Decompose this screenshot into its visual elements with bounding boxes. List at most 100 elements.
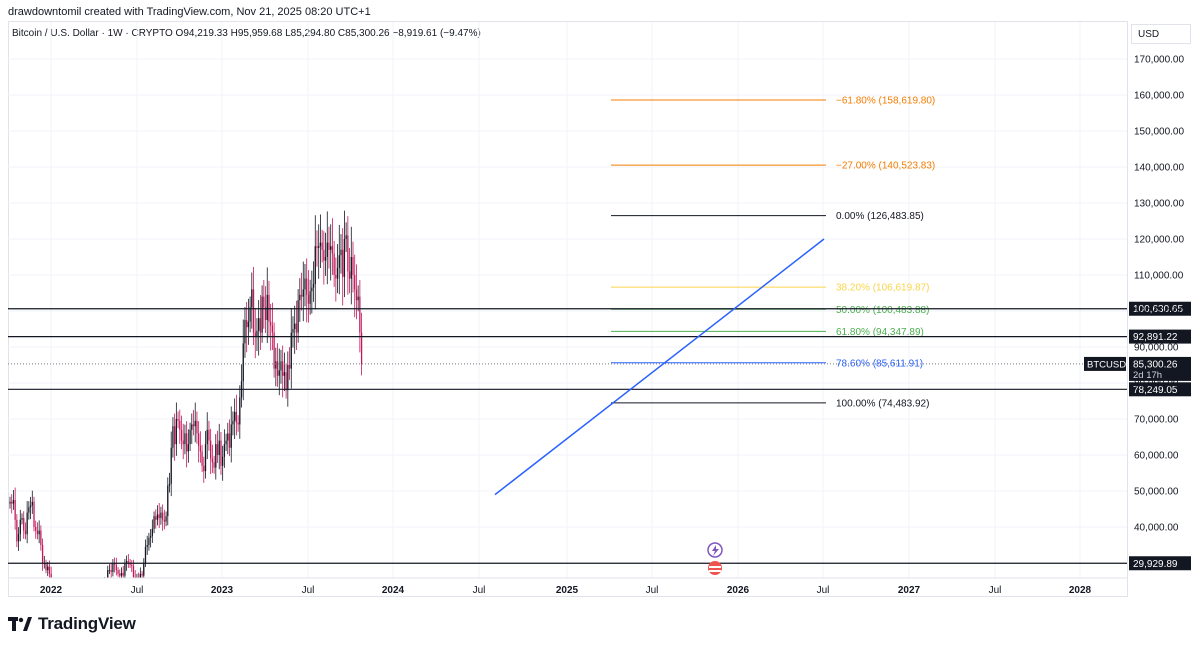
candle-body <box>143 563 145 576</box>
level-price-tag <box>1129 329 1191 344</box>
candle-body <box>63 594 64 599</box>
support-trendline[interactable] <box>494 238 825 496</box>
candle-body <box>247 321 250 328</box>
candle-body <box>40 530 42 545</box>
candle-body <box>222 456 224 466</box>
candle-body <box>357 296 359 301</box>
candle-body <box>350 257 352 279</box>
level-price-tag <box>1129 382 1191 397</box>
candle-body <box>45 563 47 571</box>
price-axis-label: 150,000.00 <box>1134 127 1184 138</box>
horizontal-levels: 100,630.65 92,891.22 78,249.05 29,929.89 BTC… <box>8 301 1191 571</box>
candle-body <box>179 420 181 430</box>
candle-body <box>242 343 244 382</box>
candle-body <box>343 239 346 277</box>
candle-body <box>48 566 51 574</box>
candle-body <box>273 332 275 369</box>
level-price-tag-label: 29,929.89 <box>1133 559 1178 570</box>
candle-body <box>347 235 349 272</box>
candle-body <box>124 563 126 576</box>
candle-body <box>175 419 178 445</box>
fib-level-label: 61.80% (94,347.89) <box>836 327 924 338</box>
candle-body <box>66 599 67 600</box>
candle-body <box>187 444 190 452</box>
candle-body <box>127 561 129 563</box>
candle-body <box>203 465 205 472</box>
candle-body <box>105 591 106 593</box>
candle-body <box>76 597 77 601</box>
candle-body <box>287 365 289 391</box>
candle-body <box>223 444 226 457</box>
candle-body <box>23 518 25 531</box>
fib-level-label: 50.00% (100,483.88) <box>836 305 929 316</box>
symbol-tag <box>1084 356 1126 371</box>
candle-body <box>278 370 280 376</box>
candle-body <box>232 420 234 425</box>
candle-body <box>125 561 128 563</box>
symbol-ohlc-legend[interactable]: Bitcoin / U.S. Dollar · 1W · CRYPTO O94,… <box>12 28 481 39</box>
candle-body <box>80 595 81 610</box>
candle-body <box>120 573 123 576</box>
candle-body <box>54 597 55 602</box>
time-axis-label: Jul <box>302 585 315 596</box>
candle-body <box>151 528 153 536</box>
candle-body <box>244 320 246 344</box>
candle-body <box>328 242 330 250</box>
candle-body <box>93 611 94 612</box>
candle-body <box>252 289 255 333</box>
time-axis-label: 2026 <box>727 585 750 596</box>
candle-body <box>29 505 32 508</box>
candle-body <box>235 411 238 423</box>
candle-body <box>290 332 292 369</box>
candle-body <box>9 501 11 504</box>
candle-body <box>259 318 262 333</box>
candle-body <box>64 599 65 600</box>
candle-body <box>234 411 236 421</box>
candle-body <box>177 419 179 421</box>
grid <box>8 22 1127 578</box>
candle-body <box>254 332 256 337</box>
candle-body <box>161 512 164 520</box>
candle-body <box>276 361 279 376</box>
candle-body <box>263 296 265 308</box>
candle-body <box>336 267 339 279</box>
candle-body <box>52 597 53 602</box>
candle-body <box>225 440 227 445</box>
candle-body <box>261 296 263 333</box>
chart-attribution: drawdowntomil created with TradingView.c… <box>8 6 371 18</box>
candle-body <box>302 289 304 297</box>
fibonacci-retracement: −61.80% (158,619.80) −27.00% (140,523.83)… <box>611 95 935 409</box>
candle-body <box>81 611 82 612</box>
candle-body <box>266 294 268 320</box>
candle-body <box>110 570 112 572</box>
candle-body <box>73 599 74 602</box>
price-axis-label: 40,000.00 <box>1134 523 1179 534</box>
candle-body <box>211 458 214 463</box>
candle-body <box>331 246 334 254</box>
candle-body <box>160 512 162 518</box>
level-price-tag-label: 100,630.65 <box>1133 304 1183 315</box>
candle-body <box>285 372 287 391</box>
candle-body <box>324 257 327 261</box>
tradingview-logo[interactable]: TradingView <box>8 614 136 634</box>
candle-body <box>359 296 361 333</box>
candle-body <box>102 583 103 588</box>
currency-selector[interactable]: USD <box>1131 24 1191 44</box>
candle-body <box>333 253 335 275</box>
candle-body <box>300 294 303 297</box>
time-axis-label: 2028 <box>1069 585 1092 596</box>
candle-body <box>292 329 294 333</box>
candle-body <box>360 332 363 364</box>
candle-body <box>95 595 96 610</box>
candle-body <box>340 249 342 256</box>
level-price-tag <box>1129 301 1191 316</box>
candle-body <box>156 514 159 520</box>
price-axis-label: 170,000.00 <box>1134 55 1184 66</box>
candle-body <box>316 246 318 248</box>
candle-body <box>153 516 155 529</box>
candle-body <box>83 610 84 612</box>
price-axis-label: 50,000.00 <box>1134 487 1179 498</box>
candle-body <box>354 275 356 290</box>
candle-body <box>19 519 21 535</box>
